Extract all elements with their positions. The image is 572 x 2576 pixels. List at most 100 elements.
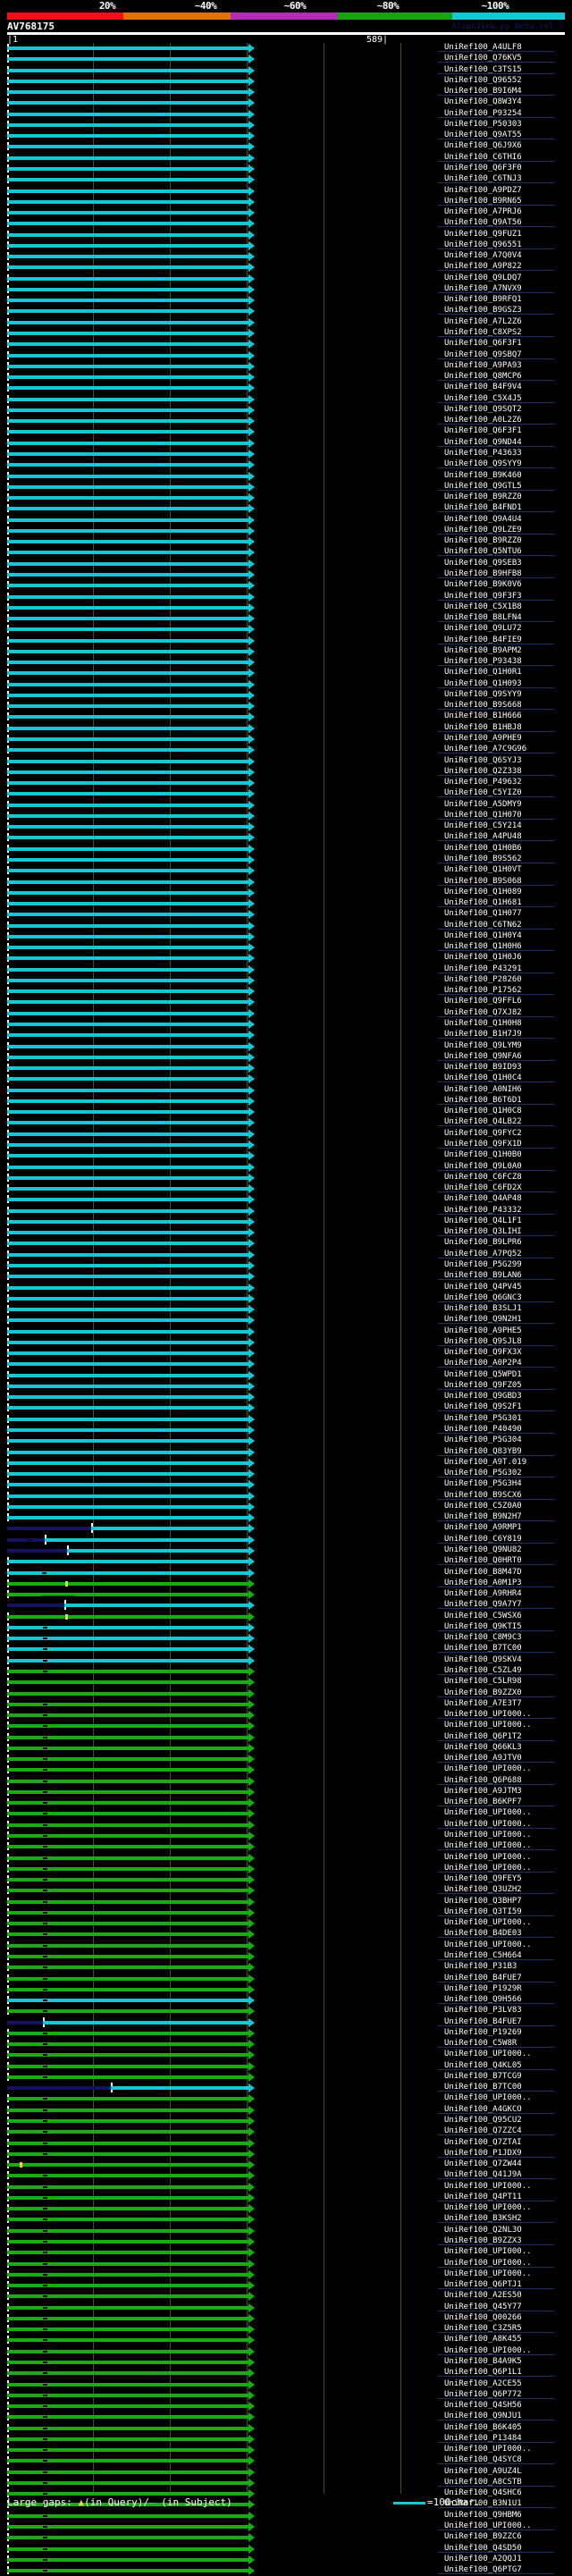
- alignment-plot[interactable]: UniRef100_A4ULF8 UniRef100_Q76KV5 UniRef10…: [0, 43, 572, 2576]
- hit-label[interactable]: UniRef100_B6K405: [444, 2422, 522, 2432]
- hit-bar[interactable]: [7, 255, 248, 259]
- alignment-row[interactable]: UniRef100_Q9NFA6: [0, 1052, 572, 1063]
- hit-bar[interactable]: [7, 1494, 248, 1498]
- hit-label[interactable]: UniRef100_Q6F3F1: [444, 339, 522, 349]
- alignment-row[interactable]: UniRef100_Q8W3Y4: [0, 97, 572, 108]
- hit-bar[interactable]: [7, 1637, 248, 1641]
- alignment-row[interactable]: UniRef100_Q3LIHI: [0, 1227, 572, 1238]
- hit-bar[interactable]: [7, 1231, 248, 1235]
- hit-label[interactable]: UniRef100_Q3TI59: [444, 1907, 522, 1916]
- hit-bar[interactable]: [7, 1395, 248, 1400]
- alignment-row[interactable]: UniRef100_Q1H0H8: [0, 1019, 572, 1030]
- alignment-row[interactable]: UniRef100_Q2NL3O: [0, 2226, 572, 2236]
- alignment-row[interactable]: UniRef100_A7C9G96: [0, 745, 572, 755]
- hit-label[interactable]: UniRef100_B9S068: [444, 876, 522, 886]
- hit-bar[interactable]: [7, 715, 248, 720]
- hit-bar[interactable]: [7, 1878, 248, 1882]
- hit-bar[interactable]: [7, 1658, 248, 1663]
- alignment-row[interactable]: UniRef100_UPI000..: [0, 1721, 572, 1731]
- hit-label[interactable]: UniRef100_Q41J9A: [444, 2170, 522, 2180]
- alignment-row[interactable]: UniRef100_Q9AT56: [0, 218, 572, 229]
- alignment-row[interactable]: UniRef100_Q7ZW44: [0, 2159, 572, 2170]
- hit-label[interactable]: UniRef100_B9APM2: [444, 645, 522, 655]
- hit-label[interactable]: UniRef100_Q9FZ05: [444, 1380, 522, 1390]
- hit-bar[interactable]: [7, 441, 248, 445]
- alignment-row[interactable]: UniRef100_B9RZZ0: [0, 492, 572, 503]
- hit-label[interactable]: UniRef100_A0L2Z6: [444, 416, 522, 425]
- hit-label[interactable]: UniRef100_B8M47D: [444, 1567, 522, 1577]
- hit-label[interactable]: UniRef100_C5Z0A0: [444, 1501, 522, 1511]
- hit-bar[interactable]: [7, 232, 248, 237]
- hit-bar[interactable]: [7, 1198, 248, 1202]
- hit-bar[interactable]: [7, 978, 248, 982]
- hit-bar[interactable]: [64, 1604, 248, 1608]
- hit-label[interactable]: UniRef100_B1H666: [444, 711, 522, 721]
- hit-bar[interactable]: [7, 584, 248, 588]
- hit-label[interactable]: UniRef100_B3KSH2: [444, 2214, 522, 2224]
- hit-bar[interactable]: [7, 430, 248, 434]
- alignment-row[interactable]: UniRef100_C5Y214: [0, 821, 572, 832]
- alignment-row[interactable]: UniRef100_A0M1P3: [0, 1578, 572, 1589]
- hit-label[interactable]: UniRef100_Q4L1F1: [444, 1216, 522, 1225]
- hit-bar[interactable]: [7, 1187, 248, 1191]
- hit-label[interactable]: UniRef100_Q1H0VT: [444, 865, 522, 875]
- hit-bar[interactable]: [7, 1823, 248, 1827]
- hit-bar[interactable]: [7, 474, 248, 478]
- alignment-row[interactable]: UniRef100_Q9FX1D: [0, 1140, 572, 1150]
- hit-bar[interactable]: [7, 934, 248, 939]
- hit-bar[interactable]: [7, 846, 248, 851]
- hit-bar[interactable]: [7, 2480, 248, 2485]
- hit-bar[interactable]: [7, 946, 248, 950]
- hit-bar[interactable]: [7, 1450, 248, 1454]
- alignment-row[interactable]: UniRef100_Q3UZH2: [0, 1885, 572, 1896]
- hit-label[interactable]: UniRef100_Q6P772: [444, 2389, 522, 2399]
- hit-label[interactable]: UniRef100_P43633: [444, 448, 522, 458]
- hit-label[interactable]: UniRef100_A7E3T7: [444, 1698, 522, 1708]
- hit-label[interactable]: UniRef100_Q5NTU6: [444, 547, 522, 557]
- alignment-row[interactable]: UniRef100_C5Z0A0: [0, 1502, 572, 1512]
- alignment-row[interactable]: UniRef100_Q5NTU6: [0, 547, 572, 558]
- hit-label[interactable]: UniRef100_Q9F3F3: [444, 591, 522, 601]
- alignment-row[interactable]: UniRef100_B9ZZX0: [0, 1688, 572, 1699]
- hit-bar[interactable]: [7, 551, 248, 555]
- hit-label[interactable]: UniRef100_Q9H566: [444, 1995, 522, 2005]
- alignment-row[interactable]: UniRef100_UPI000..: [0, 1710, 572, 1721]
- hit-label[interactable]: UniRef100_Q9A7Y7: [444, 1600, 522, 1610]
- hit-label[interactable]: UniRef100_A9UZ4L: [444, 2466, 522, 2476]
- alignment-row[interactable]: UniRef100_Q9SYY9: [0, 690, 572, 701]
- hit-bar[interactable]: [7, 649, 248, 653]
- hit-bar[interactable]: [7, 737, 248, 741]
- hit-bar[interactable]: [7, 46, 248, 50]
- hit-label[interactable]: UniRef100_Q4SH56: [444, 2401, 522, 2411]
- hit-bar[interactable]: [7, 2218, 248, 2222]
- alignment-row[interactable]: UniRef100_A7PRJ6: [0, 207, 572, 218]
- hit-bar[interactable]: [111, 2086, 248, 2091]
- alignment-row[interactable]: UniRef100_P43633: [0, 449, 572, 459]
- hit-label[interactable]: UniRef100_UPI000..: [444, 2345, 532, 2355]
- hit-bar[interactable]: [7, 781, 248, 786]
- hit-bar[interactable]: [7, 1889, 248, 1893]
- hit-label[interactable]: UniRef100_Q9SKV4: [444, 1654, 522, 1664]
- hit-label[interactable]: UniRef100_Q9AT55: [444, 130, 522, 140]
- alignment-row[interactable]: UniRef100_UPI000..: [0, 1831, 572, 1841]
- alignment-row[interactable]: UniRef100_C6THI6: [0, 153, 572, 164]
- hit-bar[interactable]: [7, 890, 248, 895]
- alignment-row[interactable]: UniRef100_B4FUE7: [0, 2016, 572, 2028]
- hit-bar[interactable]: [7, 507, 248, 511]
- hit-label[interactable]: UniRef100_A4ULF8: [444, 43, 522, 52]
- hit-bar[interactable]: [7, 2130, 248, 2134]
- hit-label[interactable]: UniRef100_P5G304: [444, 1435, 522, 1445]
- alignment-row[interactable]: UniRef100_Q1H0B0: [0, 1150, 572, 1161]
- hit-label[interactable]: UniRef100_B4FUE7: [444, 2016, 522, 2026]
- alignment-row[interactable]: UniRef100_P93254: [0, 109, 572, 120]
- alignment-row[interactable]: UniRef100_P43291: [0, 964, 572, 975]
- alignment-row[interactable]: UniRef100_B9SCX6: [0, 1491, 572, 1502]
- alignment-row[interactable]: UniRef100_B9APM2: [0, 646, 572, 657]
- hit-bar[interactable]: [7, 1208, 248, 1213]
- hit-label[interactable]: UniRef100_A0M1P3: [444, 1578, 522, 1587]
- hit-bar[interactable]: [7, 2240, 248, 2243]
- alignment-row[interactable]: UniRef100_Q1H0H6: [0, 942, 572, 953]
- alignment-row[interactable]: UniRef100_Q4KL05: [0, 2061, 572, 2072]
- alignment-row[interactable]: UniRef100_B4FUE7: [0, 1974, 572, 1984]
- hit-label[interactable]: UniRef100_A8CSTB: [444, 2477, 522, 2487]
